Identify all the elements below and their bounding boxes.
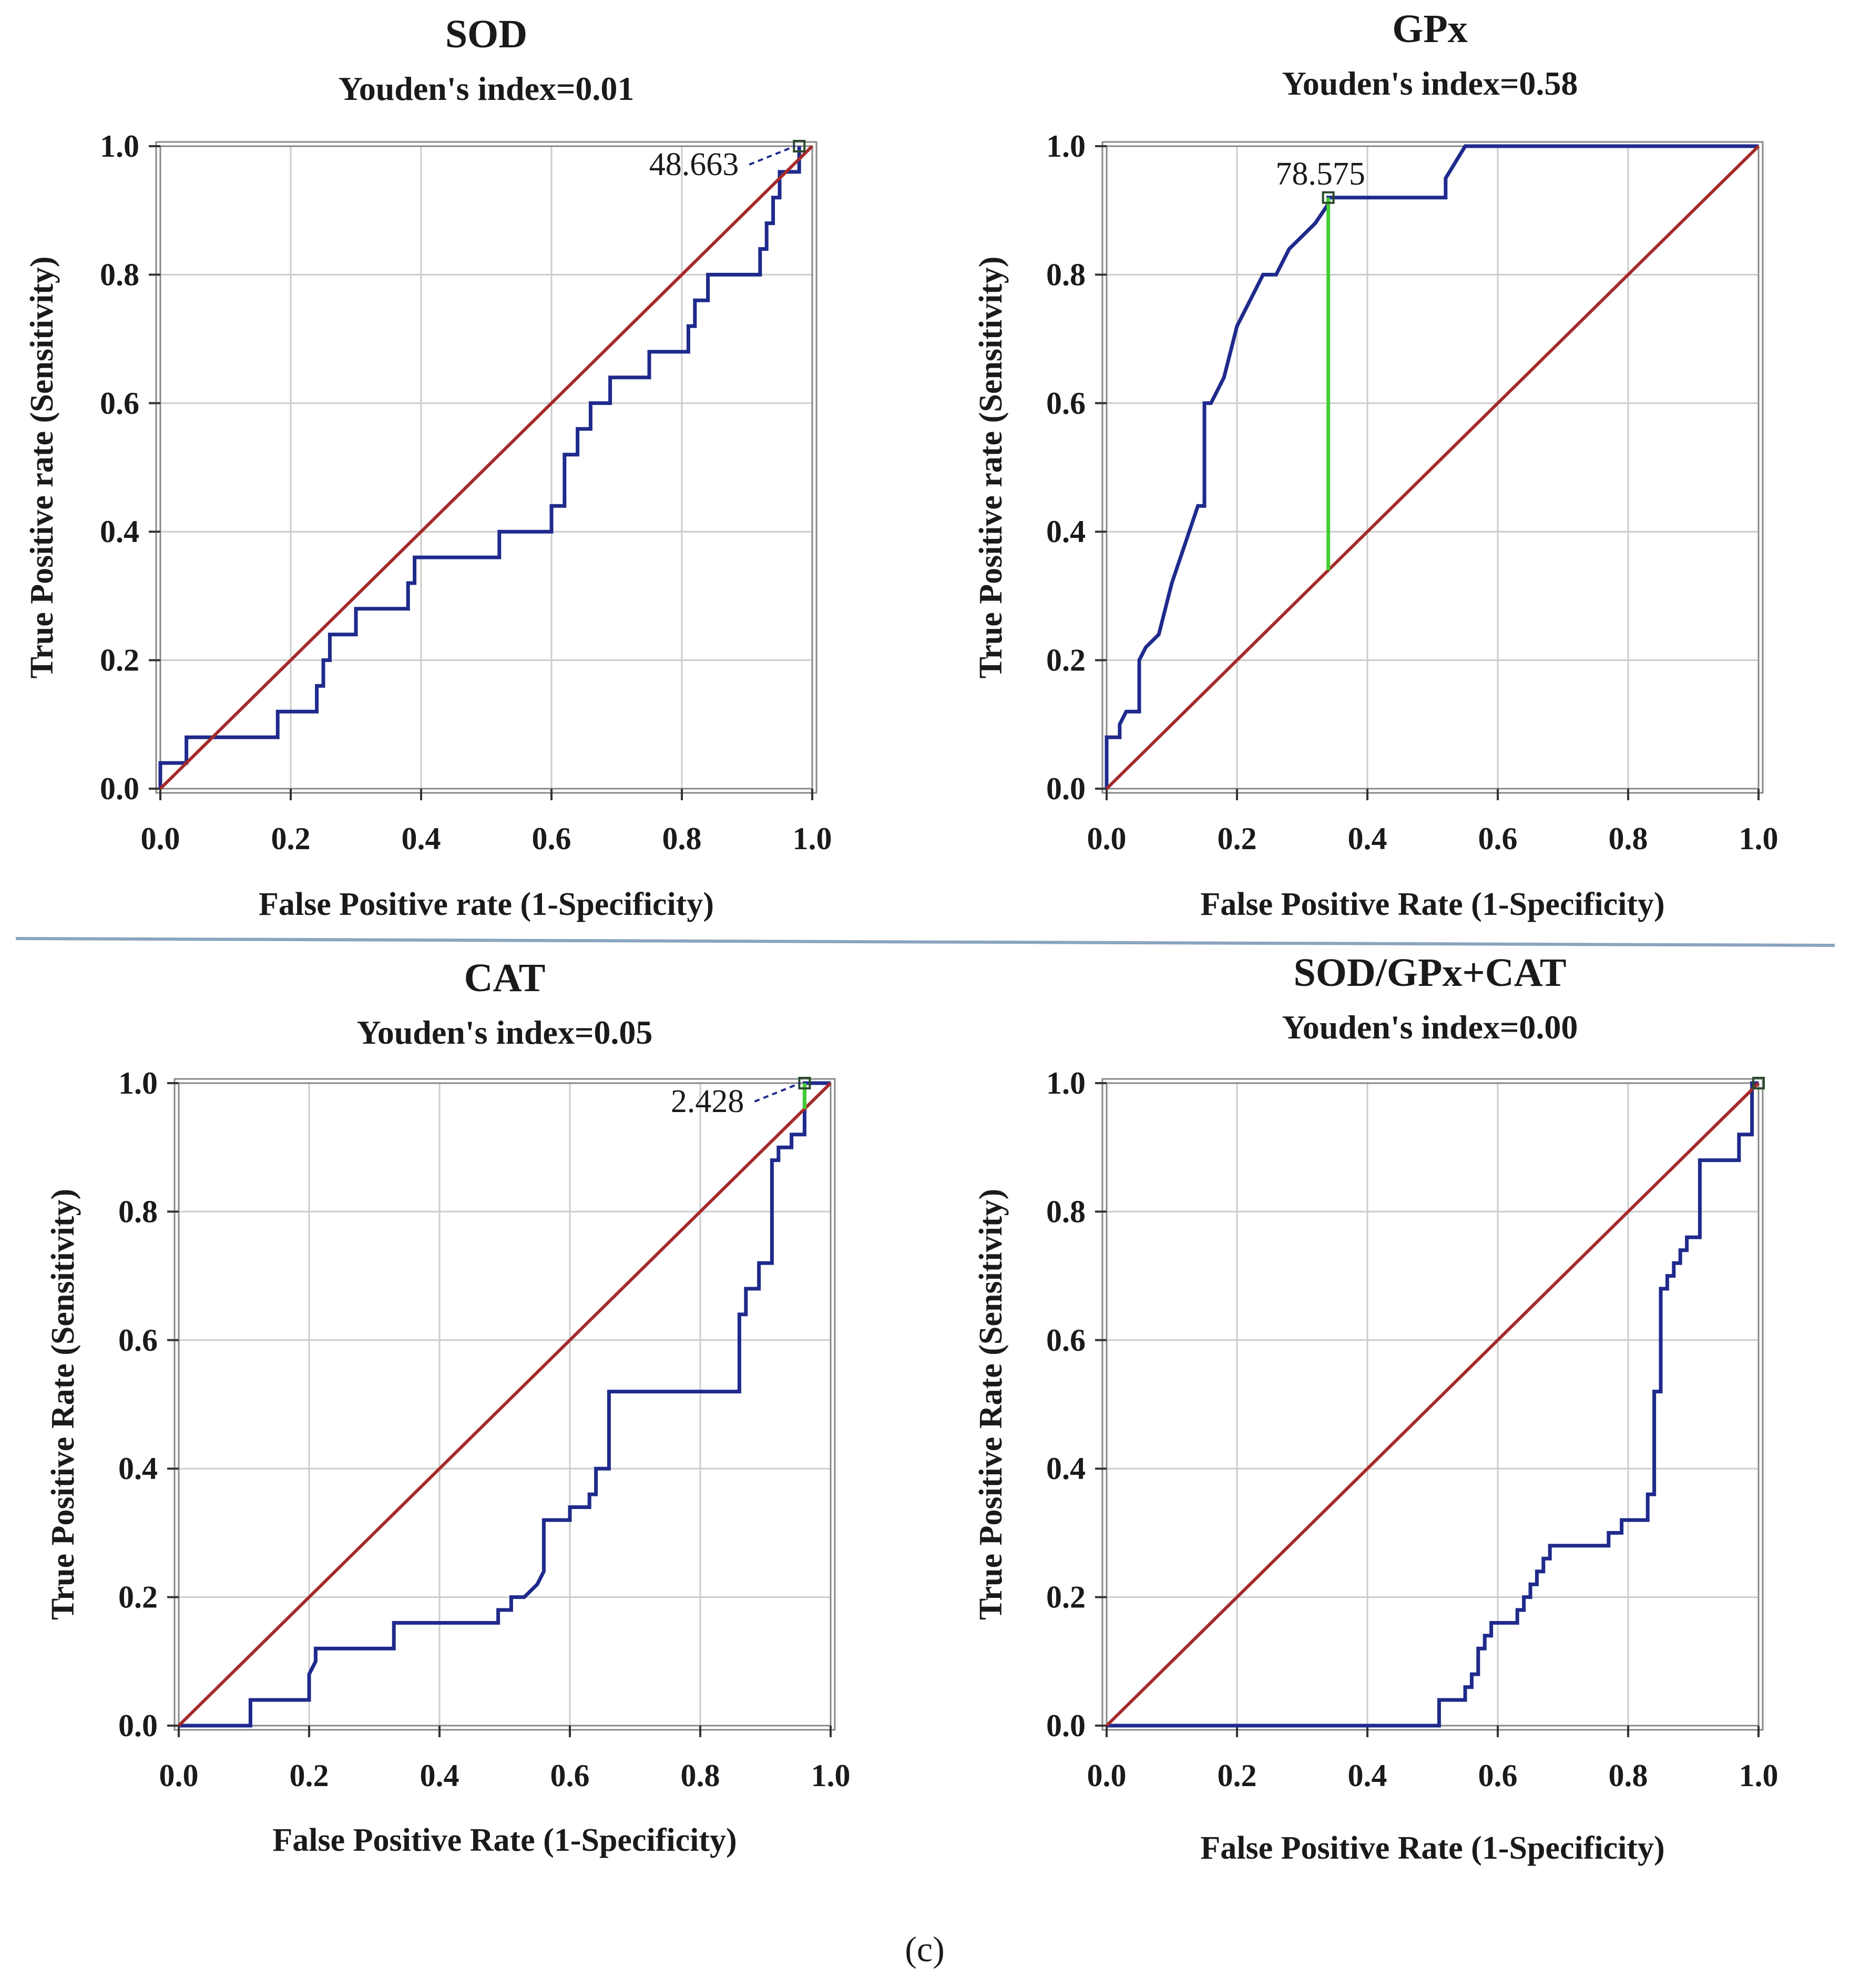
x-tick-label: 0.4 [420,1758,459,1793]
x-tick-label: 1.0 [1739,821,1779,856]
y-axis-label: True Positive rate (Sensitivity) [973,257,1009,679]
x-tick-label: 0.2 [271,821,311,856]
plot-frame-outer [1101,1078,1764,1731]
y-tick-label: 0.6 [1046,1323,1086,1358]
figure-label: (c) [905,1929,944,1969]
x-tick-label: 0.2 [290,1758,329,1793]
x-tick-label: 0.6 [550,1758,590,1793]
y-tick-label: 0.0 [1046,771,1086,806]
reference-diagonal-line [1105,1082,1760,1727]
roc-panel-2: GPx Youden's index=0.58 0.0 0.2 0.4 0.6 0.8 1.0… [973,7,1779,922]
x-tick-label: 0.8 [1609,1758,1648,1793]
x-tick-label: 1.0 [793,821,832,856]
y-axis-label: True Positive Rate (Sensitivity) [45,1189,81,1620]
cutoff-marker [1752,1077,1765,1089]
roc-panel-3: CAT Youden's index=0.05 0.0 0.2 0.4 0.6 0.8 1.0… [45,956,851,1858]
chart-title: SOD [445,12,527,56]
y-tick-label: 0.0 [100,771,139,806]
chart-subtitle: Youden's index=0.58 [1282,65,1578,102]
chart-subtitle: Youden's index=0.05 [357,1014,653,1051]
x-tick-label: 0.4 [402,821,441,856]
x-tick-label: 0.4 [1348,1758,1387,1793]
y-tick-label: 0.6 [118,1323,158,1358]
y-tick-label: 0.4 [100,514,139,549]
y-tick-label: 0.2 [118,1580,158,1615]
x-tick-label: 0.0 [1087,821,1127,856]
y-tick-label: 1.0 [1046,129,1086,164]
y-tick-label: 0.8 [100,257,139,292]
chart-subtitle: Youden's index=0.01 [339,70,635,107]
x-tick-label: 0.0 [141,821,180,856]
reference-diagonal-line [177,1082,832,1727]
y-tick-label: 0.0 [118,1708,158,1743]
y-axis-label: True Positive rate (Sensitivity) [24,257,60,679]
roc-curve-line [1105,144,1759,789]
y-tick-label: 0.2 [1046,1580,1086,1615]
cutoff-label: 78.575 [1275,156,1365,192]
x-axis-label: False Positive Rate (1-Specificity) [1200,1830,1664,1866]
cutoff-label: 2.428 [671,1084,744,1119]
y-tick-label: 0.4 [1046,1451,1086,1486]
roc-curve-line [1107,1081,1759,1728]
y-tick-label: 0.6 [100,386,139,421]
y-tick-label: 0.4 [118,1451,158,1486]
y-tick-label: 0.6 [1046,386,1086,421]
y-tick-label: 0.8 [118,1194,158,1229]
y-tick-label: 1.0 [100,129,139,164]
plot-frame [159,145,813,790]
chart-title: GPx [1392,7,1468,51]
y-tick-label: 1.0 [118,1066,158,1100]
x-tick-label: 0.6 [1478,821,1518,856]
plot-frame-outer [1101,141,1764,794]
x-axis-label: False Positive Rate (1-Specificity) [272,1822,737,1858]
x-tick-label: 1.0 [1739,1758,1779,1793]
reference-diagonal-line [159,145,814,790]
y-tick-label: 0.2 [100,643,139,678]
x-tick-label: 0.8 [662,821,702,856]
cutoff-leader-line [754,1082,801,1103]
reference-diagonal-line [1105,145,1760,790]
plot-frame [178,1082,832,1727]
x-tick-label: 0.8 [1609,821,1648,856]
cutoff-label: 48.663 [649,147,739,182]
roc-panel-4: SOD/GPx+CAT Youden's index=0.00 0.0 0.2 0.4 0… [973,951,1779,1866]
plot-frame-outer [173,1078,836,1731]
cutoff-leader-line [749,145,795,166]
roc-panel-1: SOD Youden's index=0.01 0.0 0.2 0.4 0.6 0.8 1.0… [24,12,832,922]
plot-frame-outer [155,141,817,794]
x-tick-label: 0.4 [1348,821,1387,856]
y-tick-label: 1.0 [1046,1066,1086,1100]
y-tick-label: 0.8 [1046,1194,1086,1229]
cutoff-marker [1322,191,1335,204]
y-tick-label: 0.4 [1046,514,1086,549]
x-tick-label: 0.6 [1478,1758,1518,1793]
chart-subtitle: Youden's index=0.00 [1282,1008,1578,1046]
y-tick-label: 0.8 [1046,257,1086,292]
x-tick-label: 1.0 [811,1758,851,1793]
plot-frame [1106,145,1760,790]
panel-separator [15,937,1835,947]
x-tick-label: 0.6 [532,821,571,856]
x-axis-label: False Positive Rate (1-Specificity) [1200,886,1664,922]
y-axis-label: True Positive Rate (Sensitivity) [973,1189,1009,1620]
x-tick-label: 0.0 [159,1758,199,1793]
x-tick-label: 0.2 [1218,821,1257,856]
chart-title: CAT [464,956,546,1000]
x-tick-label: 0.8 [681,1758,720,1793]
x-axis-label: False Positive rate (1-Specificity) [259,886,714,922]
y-tick-label: 0.0 [1046,1708,1086,1743]
roc-curve-line [179,1081,831,1728]
chart-title: SOD/GPx+CAT [1293,951,1566,995]
x-tick-label: 0.0 [1087,1758,1127,1793]
roc-curve-line [158,146,801,789]
x-tick-label: 0.2 [1218,1758,1257,1793]
y-tick-label: 0.2 [1046,643,1086,678]
